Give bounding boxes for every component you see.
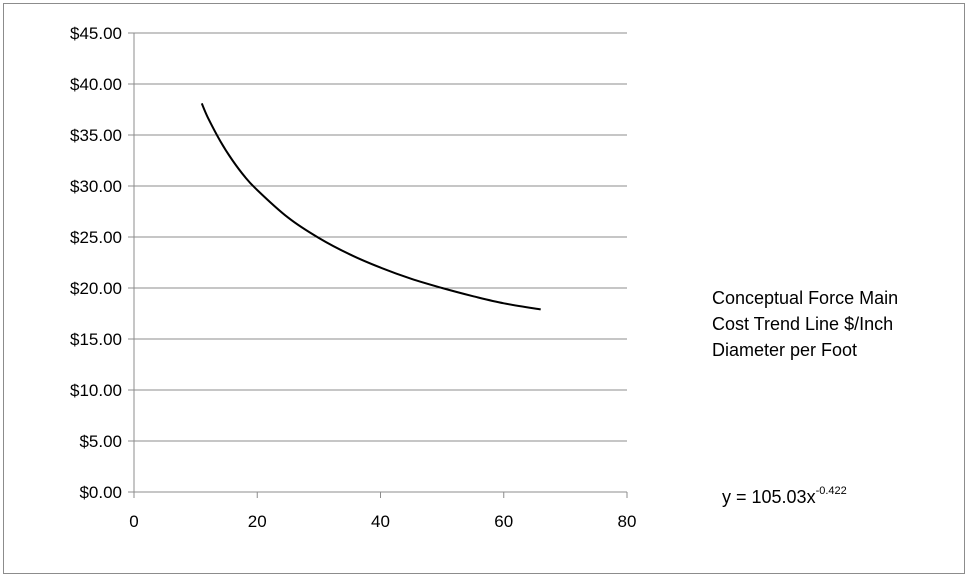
y-tick-label-7: $35.00: [70, 126, 122, 145]
y-tick-labels: $0.00 $5.00 $10.00 $15.00 $20.00 $25.00 $30.00…: [70, 24, 122, 502]
series-line-0: [200, 103, 541, 311]
x-tick-labels: 0 20 40 60 80: [129, 512, 636, 531]
legend-line-2: Cost Trend Line $/Inch: [712, 314, 894, 334]
y-tick-label-1: $5.00: [79, 432, 122, 451]
y-tick-label-3: $15.00: [70, 330, 122, 349]
y-tick-label-2: $10.00: [70, 381, 122, 400]
legend: Conceptual Force Main Cost Trend Line $/…: [712, 285, 898, 363]
axes: [128, 32, 628, 498]
trendline-equation: y = 105.03x-0.422: [722, 485, 847, 508]
legend-line-3: Diameter per Foot: [712, 340, 858, 360]
x-tick-label-1: 20: [248, 512, 267, 531]
y-tick-label-6: $30.00: [70, 177, 122, 196]
y-tick-label-9: $45.00: [70, 24, 122, 43]
y-tick-label-8: $40.00: [70, 75, 122, 94]
y-tick-label-4: $20.00: [70, 279, 122, 298]
x-tick-label-4: 80: [618, 512, 637, 531]
gridlines: [134, 32, 627, 442]
series-layer: [200, 103, 541, 311]
x-tick-label-2: 40: [371, 512, 390, 531]
y-tick-label-5: $25.00: [70, 228, 122, 247]
equation-prefix: y = 105.03x: [722, 487, 816, 507]
legend-line-1: Conceptual Force Main: [712, 288, 899, 308]
equation-exponent: -0.422: [815, 485, 847, 497]
x-tick-label-3: 60: [494, 512, 513, 531]
x-tick-label-0: 0: [129, 512, 138, 531]
y-tick-label-0: $0.00: [79, 483, 122, 502]
